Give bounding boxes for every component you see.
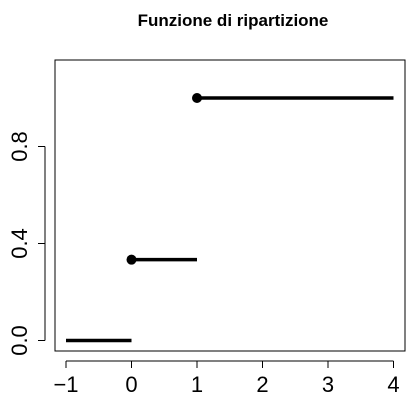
- step-point: [192, 93, 202, 103]
- x-tick-label: 3: [322, 372, 334, 397]
- step-point: [126, 254, 137, 265]
- y-tick-label: 0.8: [7, 131, 32, 162]
- plot-frame: [54, 59, 406, 352]
- y-axis: 0.0 0.4 0.8: [7, 131, 46, 356]
- x-tick-label: 2: [256, 372, 268, 397]
- x-tick-label: 0: [125, 372, 137, 397]
- x-axis: −1 0 1 2 3 4: [53, 360, 400, 397]
- x-tick-label: −1: [53, 372, 78, 397]
- x-tick-label: 1: [191, 372, 203, 397]
- y-tick-label: 0.4: [7, 228, 32, 259]
- chart-title: Funzione di ripartizione: [138, 11, 329, 30]
- step-segments: [66, 93, 394, 343]
- y-tick-label: 0.0: [7, 325, 32, 356]
- x-tick-label: 4: [387, 372, 399, 397]
